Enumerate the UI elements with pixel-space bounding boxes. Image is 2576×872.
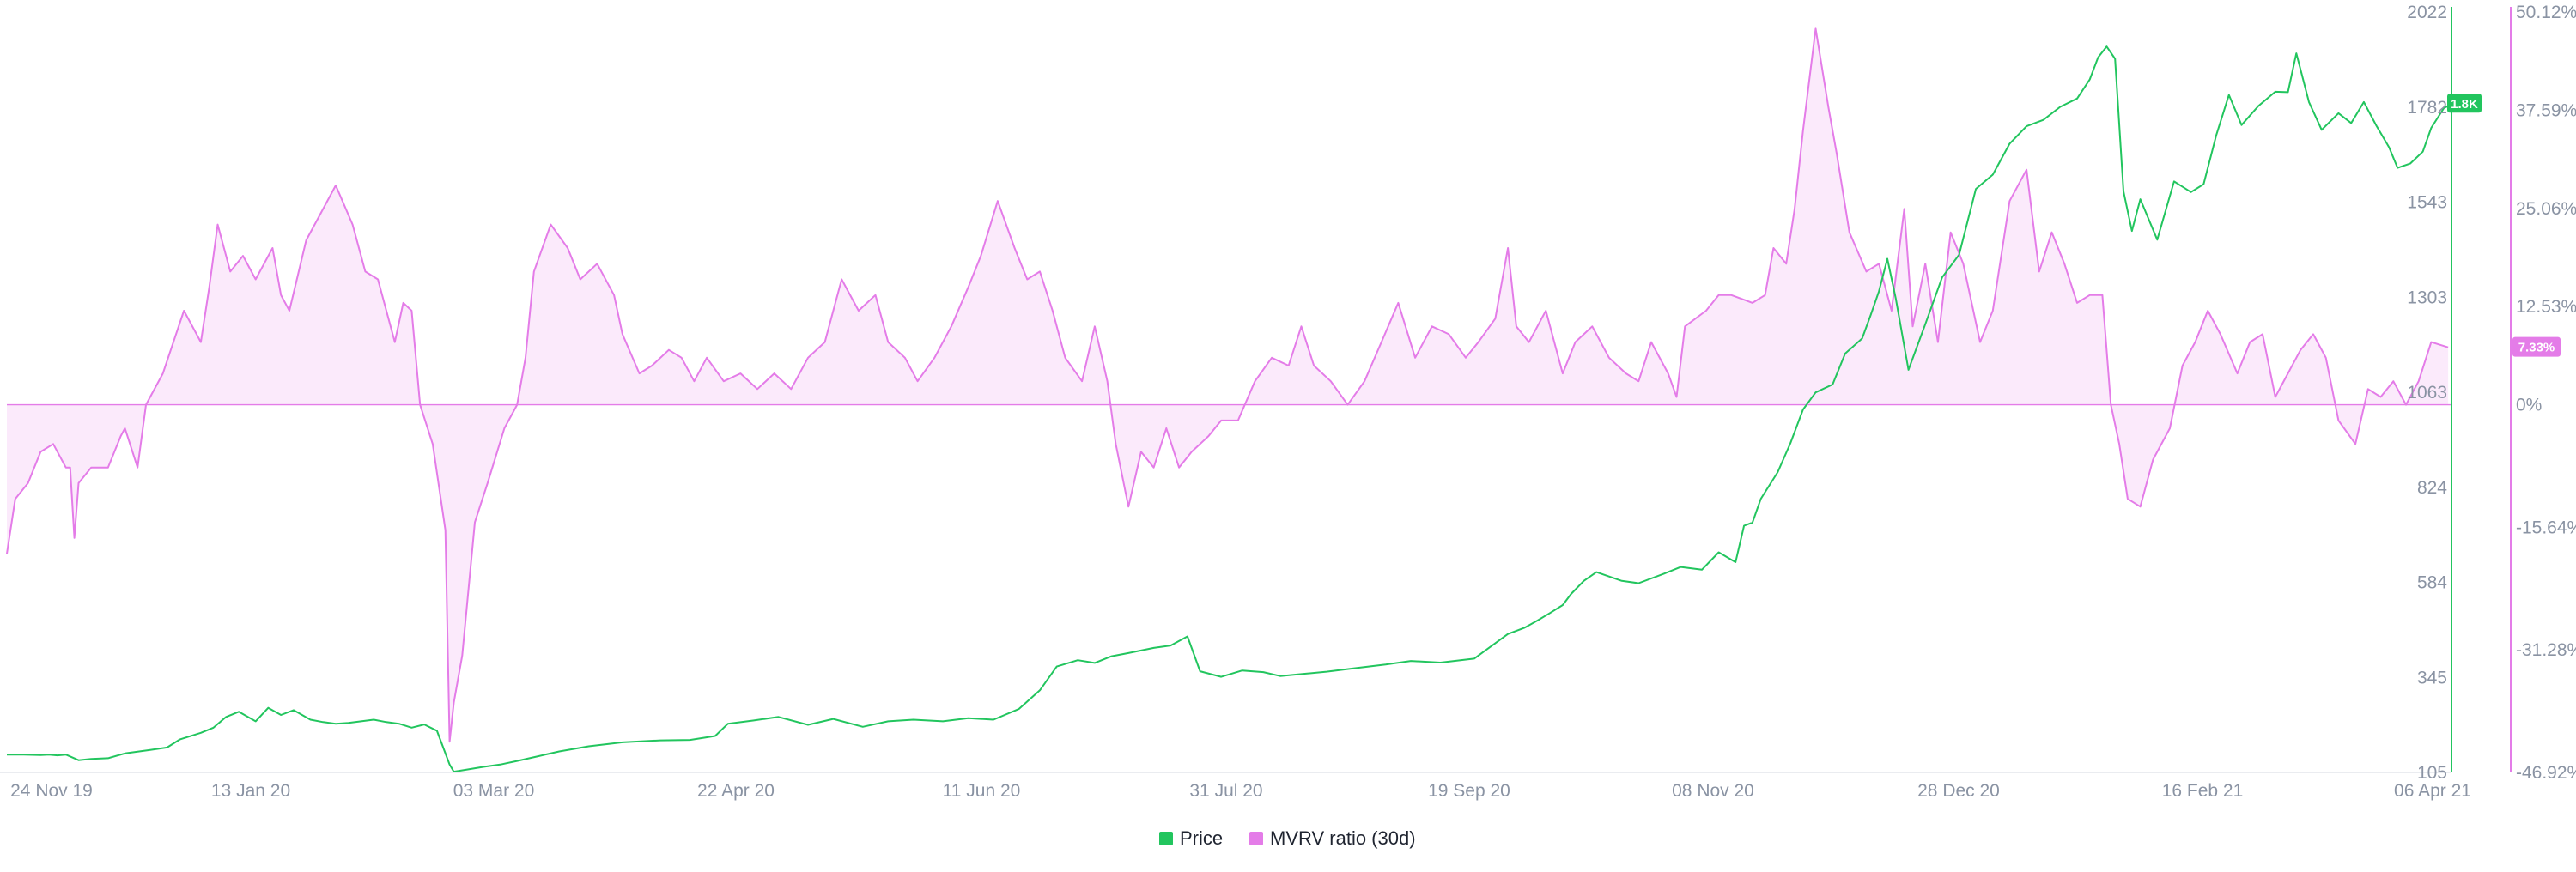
x-axis-tick-label: 22 Apr 20 [697,781,775,801]
x-axis-tick-label: 28 Dec 20 [1917,781,2000,801]
price-axis-tick-label: 584 [2417,573,2447,593]
legend-label: MVRV ratio (30d) [1270,827,1416,849]
x-axis-tick-label: 11 Jun 20 [943,781,1021,801]
mvrv-current-badge-text: 7.33% [2518,341,2555,355]
x-axis-tick-label: 06 Apr 21 [2394,781,2471,801]
price-axis-tick-label: 1543 [2407,193,2447,213]
legend-swatch [1249,832,1263,845]
plot-area[interactable] [6,27,2453,773]
value-badges: 1.8K 7.33% [2447,94,2561,357]
mvrv-series-line[interactable] [6,27,2449,743]
price-axis-tick-label: 1303 [2407,288,2447,307]
mvrv-axis-tick-label: 50.12% [2516,3,2576,22]
mvrv-current-badge [2512,336,2561,357]
legend-label: Price [1180,827,1223,849]
mvrv-axis-tick-label: -31.28% [2516,640,2576,660]
price-axis-tick-label: 105 [2417,763,2447,783]
mvrv-axis-tick-label: 25.06% [2516,199,2576,219]
legend-item-price[interactable]: Price [1159,827,1223,849]
price-current-badge [2447,94,2482,113]
axes: 2022 1782 1543 1303 1063 824 584 345 105 50.12% 37… [0,3,2576,801]
mvrv-axis-tick-label: 12.53% [2516,297,2576,317]
legend: Price MVRV ratio (30d) [1159,827,1416,849]
x-axis-tick-label: 08 Nov 20 [1672,781,1754,801]
price-series-line[interactable] [7,45,2453,773]
x-axis-tick-label: 13 Jan 20 [211,781,290,801]
mvrv-axis-tick-label: -15.64% [2516,518,2576,537]
x-axis-tick-label: 31 Jul 20 [1189,781,1262,801]
price-axis-tick-label: 2022 [2407,3,2447,22]
x-axis-tick-label: 03 Mar 20 [453,781,535,801]
mvrv-axis-tick-label: 37.59% [2516,100,2576,120]
price-axis-tick-label: 1782 [2407,98,2447,118]
price-current-badge-text: 1.8K [2451,97,2478,112]
price-axis-tick-label: 345 [2417,668,2447,687]
price-axis-tick-label: 824 [2417,478,2447,498]
legend-swatch [1159,832,1173,845]
mvrv-axis-tick-label: -46.92% [2516,763,2576,783]
x-axis-tick-label: 19 Sep 20 [1428,781,1510,801]
mvrv-area-fill [7,28,2449,742]
legend-item-mvrv[interactable]: MVRV ratio (30d) [1249,827,1416,849]
mvrv-axis-tick-label: 0% [2516,396,2542,415]
x-axis-tick-label: 16 Feb 21 [2162,781,2244,801]
price-axis-tick-label: 1063 [2407,383,2447,403]
x-axis-tick-label: 24 Nov 19 [10,781,93,801]
